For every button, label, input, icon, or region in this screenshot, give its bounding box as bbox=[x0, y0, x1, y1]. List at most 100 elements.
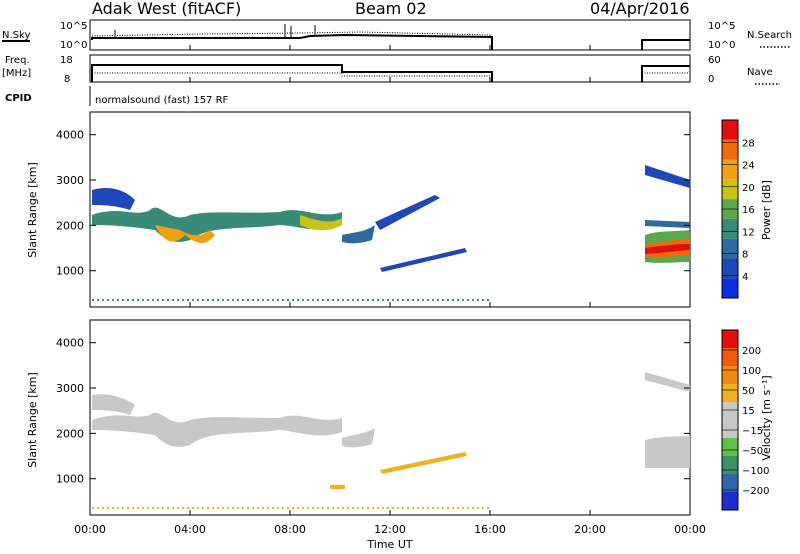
nsky-trace-late bbox=[641, 39, 690, 50]
freq-units: [MHz] bbox=[2, 68, 31, 79]
colorbar-swatch bbox=[722, 238, 738, 259]
power-echo-late bbox=[300, 215, 342, 231]
colorbar-tick-label: −50 bbox=[742, 446, 763, 457]
colorbar-tick-label: 8 bbox=[742, 250, 748, 261]
colorbar-frame bbox=[721, 329, 739, 511]
colorbar-tick-label: 50 bbox=[742, 386, 755, 397]
x-tick-label: 08:00 bbox=[274, 523, 306, 536]
velocity-colorbar-label: Velocity [m s⁻¹] bbox=[760, 375, 773, 460]
nsky-tick-bottom: 10^0 bbox=[60, 40, 87, 51]
colorbar-swatch bbox=[722, 348, 738, 366]
x-tick-label: 12:00 bbox=[374, 523, 406, 536]
power-echo-streak bbox=[375, 195, 440, 230]
y-tick-label: 3000 bbox=[56, 382, 84, 395]
freq-label: Freq. bbox=[5, 55, 30, 66]
y-tick-label: 4000 bbox=[56, 337, 84, 350]
colorbar-tick-label: 20 bbox=[742, 183, 755, 194]
colorbar-swatch bbox=[722, 402, 738, 420]
velocity-colorbar: 200 100 50 15 −15 −50 −100 −200 bbox=[721, 329, 769, 511]
colorbar-swatch bbox=[722, 456, 738, 474]
colorbar-tick-label: 12 bbox=[742, 227, 755, 238]
velocity-panel bbox=[89, 319, 691, 516]
colorbar-tick-label: −15 bbox=[742, 426, 763, 437]
cpid-value: normalsound (fast) 157 RF bbox=[95, 95, 229, 106]
nsky-label: N.Sky bbox=[2, 30, 30, 41]
colorbar-swatch bbox=[722, 258, 738, 279]
y-tick-label: 1000 bbox=[56, 265, 84, 278]
colorbar-tick-label: 4 bbox=[742, 272, 748, 283]
y-ticks: 1000 2000 3000 4000 1000 2000 3000 4000 bbox=[56, 129, 690, 486]
colorbar-tick-label: 24 bbox=[742, 161, 755, 172]
colorbar-tick-label: −200 bbox=[742, 486, 769, 497]
nsearch-tick-bottom: 10^0 bbox=[708, 40, 735, 51]
velocity-echo-streak bbox=[380, 452, 467, 474]
colorbar-swatch bbox=[722, 492, 738, 510]
colorbar-swatch bbox=[722, 366, 738, 384]
nave-label: Nave bbox=[747, 67, 773, 78]
freq-tick-bottom: 8 bbox=[64, 74, 70, 85]
power-panel bbox=[89, 111, 691, 308]
x-tick-label: 00:00 bbox=[74, 523, 106, 536]
power-ylabel: Slant Range [km] bbox=[26, 162, 39, 258]
colorbar-swatch bbox=[722, 120, 738, 140]
beam-title: Beam 02 bbox=[355, 0, 427, 18]
freq-trace bbox=[91, 64, 493, 82]
colorbar-tick-label: −100 bbox=[742, 466, 769, 477]
colorbar-swatch bbox=[722, 330, 738, 348]
power-echo-strong bbox=[155, 225, 215, 243]
colorbar-swatch bbox=[722, 420, 738, 438]
colorbar-tick-label: 200 bbox=[742, 346, 761, 357]
y-tick-label: 3000 bbox=[56, 174, 84, 187]
power-echo-upper bbox=[92, 188, 135, 210]
colorbar-swatch bbox=[722, 159, 738, 180]
colorbar-swatch bbox=[722, 179, 738, 200]
velocity-echo-late2 bbox=[645, 436, 690, 468]
power-echo-late2 bbox=[645, 220, 690, 228]
x-tick-label: 04:00 bbox=[174, 523, 206, 536]
nave-tick-top: 60 bbox=[708, 55, 721, 66]
colorbar-tick-label: 16 bbox=[742, 205, 755, 216]
y-tick-label: 2000 bbox=[56, 219, 84, 232]
colorbar-tick-label: 28 bbox=[742, 138, 755, 149]
y-tick-label: 1000 bbox=[56, 473, 84, 486]
colorbar-swatch bbox=[722, 278, 738, 298]
nsearch-tick-top: 10^5 bbox=[708, 21, 735, 32]
colorbar-swatch bbox=[722, 474, 738, 492]
power-echo-main bbox=[92, 207, 342, 242]
nsearch-trace bbox=[91, 31, 493, 37]
power-echo-streak2 bbox=[380, 248, 467, 272]
colorbar-swatch bbox=[722, 384, 738, 402]
nsearch-label: N.Search bbox=[747, 30, 792, 41]
colorbar-swatch bbox=[722, 218, 738, 239]
y-tick-label: 2000 bbox=[56, 427, 84, 440]
nsky-trace bbox=[91, 33, 493, 50]
colorbar-swatch bbox=[722, 438, 738, 456]
colorbar-swatch bbox=[722, 139, 738, 160]
colorbar-tick-label: 15 bbox=[742, 406, 755, 417]
x-tick-label: 16:00 bbox=[474, 523, 506, 536]
velocity-echo-drift bbox=[342, 428, 375, 448]
power-frame bbox=[89, 111, 691, 308]
velocity-echo-main bbox=[92, 412, 342, 447]
power-echo-late1 bbox=[645, 165, 690, 188]
velocity-echo-late1 bbox=[645, 372, 690, 392]
date-title: 04/Apr/2016 bbox=[590, 0, 690, 18]
power-colorbar-label: Power [dB] bbox=[760, 180, 773, 240]
freq-trace-late bbox=[641, 65, 690, 82]
velocity-echo-patch bbox=[330, 485, 345, 489]
velocity-ylabel: Slant Range [km] bbox=[26, 372, 39, 468]
x-tick-label: 00:00 bbox=[674, 523, 706, 536]
x-tick-label: 20:00 bbox=[574, 523, 606, 536]
nave-tick-bottom: 0 bbox=[708, 74, 714, 85]
station-title: Adak West (fitACF) bbox=[92, 0, 241, 18]
y-tick-label: 4000 bbox=[56, 129, 84, 142]
power-echo-drift bbox=[342, 225, 375, 244]
freq-tick-top: 18 bbox=[60, 55, 73, 66]
power-echo-late5 bbox=[645, 244, 690, 254]
colorbar-tick-label: 100 bbox=[742, 366, 761, 377]
x-axis-label: Time UT bbox=[366, 538, 412, 551]
power-colorbar: 4 8 12 16 20 24 28 bbox=[721, 119, 755, 299]
nsky-tick-top: 10^5 bbox=[60, 21, 87, 32]
x-ticks: 00:00 04:00 08:00 12:00 16:00 20:00 00:00 bbox=[74, 45, 706, 536]
